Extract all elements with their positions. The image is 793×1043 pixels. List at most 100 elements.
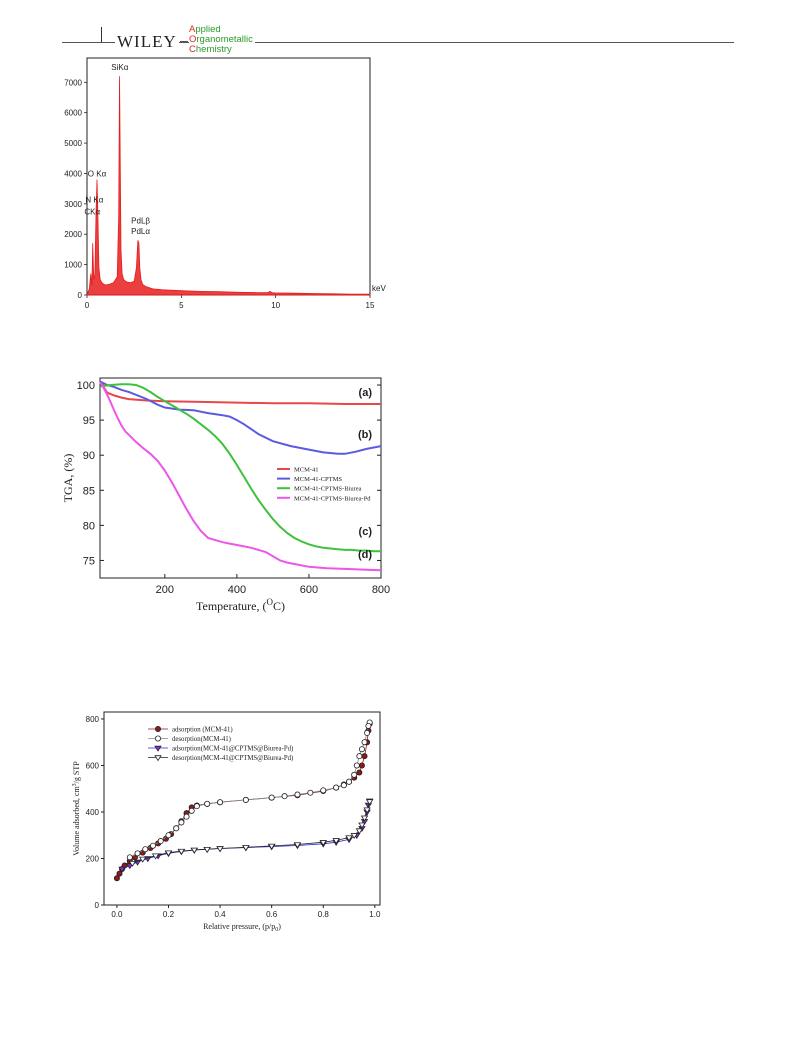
- y-tick-label: 4000: [64, 169, 82, 178]
- data-point: [293, 842, 302, 849]
- x-tick-label: 0.2: [163, 910, 175, 919]
- x-tick-label: 800: [372, 584, 390, 596]
- data-point: [281, 793, 288, 800]
- data-point: [178, 819, 185, 826]
- x-tick-label: 5: [179, 301, 184, 310]
- y-tick-label: 100: [77, 380, 95, 392]
- plot-frame: [99, 377, 382, 579]
- data-point: [177, 848, 186, 855]
- legend-marker: [154, 726, 161, 733]
- data-point: [361, 739, 368, 746]
- data-point: [183, 813, 190, 820]
- y-tick-label: 400: [86, 808, 100, 817]
- x-axis-title: Relative pressure, (p/p0): [203, 922, 281, 933]
- curve-label: (b): [358, 429, 372, 441]
- data-point: [134, 850, 141, 857]
- y-tick-label: 0: [95, 901, 100, 910]
- data-point: [150, 842, 157, 849]
- header-tick: [101, 27, 102, 42]
- y-tick-label: 200: [86, 854, 100, 863]
- data-point: [358, 762, 365, 769]
- data-point: [188, 807, 195, 814]
- publisher-logo: WILEY: [115, 32, 179, 51]
- data-point: [128, 860, 137, 867]
- data-point: [356, 753, 363, 760]
- plot-frame: [103, 711, 381, 906]
- data-point: [333, 784, 340, 791]
- spectrum-trace: [86, 76, 371, 296]
- data-point: [319, 840, 327, 846]
- x-tick-label: 600: [300, 584, 318, 596]
- data-point: [365, 799, 374, 806]
- peak-label: PdLα: [131, 227, 150, 236]
- data-point: [340, 782, 347, 789]
- header-rule: [62, 42, 734, 43]
- y-tick-label: 3000: [64, 200, 82, 209]
- data-point: [365, 722, 372, 729]
- data-point: [126, 854, 133, 861]
- data-point: [164, 850, 173, 857]
- y-tick-label: 90: [83, 450, 95, 462]
- x-tick-label: 0.8: [318, 910, 330, 919]
- peak-label: O Kα: [88, 170, 107, 179]
- journal-line-3: Chemistry: [189, 43, 232, 55]
- data-point: [193, 803, 200, 810]
- data-point: [116, 870, 123, 877]
- journal-line-2: Organometallic: [189, 33, 253, 45]
- journal-line-1: Applied: [189, 24, 221, 35]
- x-tick-label: 15: [366, 301, 375, 310]
- legend-entry: desorption(MCM-41@CPTMS@Biurea-Pd): [172, 755, 293, 762]
- x-unit-label: keV: [372, 284, 386, 293]
- curve-label: (d): [358, 549, 372, 561]
- data-point: [242, 796, 249, 803]
- data-point: [190, 847, 199, 854]
- data-point: [346, 778, 353, 785]
- data-point: [351, 771, 358, 778]
- data-point: [217, 799, 224, 806]
- data-point: [204, 800, 211, 807]
- x-axis-title: Temperature, (OC): [196, 597, 285, 613]
- series-line-2: [99, 383, 381, 553]
- y-tick-label: 800: [86, 715, 100, 724]
- x-tick-label: 400: [228, 584, 246, 596]
- data-point: [216, 846, 224, 853]
- series-line-2: [121, 800, 371, 870]
- legend-entry: MCM-41-CPTMS-Biurea-Pd: [294, 495, 371, 502]
- data-point: [268, 794, 275, 801]
- y-tick-label: 80: [83, 520, 95, 532]
- legend-marker: [154, 745, 162, 752]
- data-point: [360, 815, 369, 822]
- y-tick-label: 5000: [64, 139, 82, 148]
- x-tick-label: 0.6: [266, 910, 278, 919]
- data-point: [157, 838, 164, 845]
- y-tick-label: 600: [86, 761, 100, 770]
- peak-label: CKα: [84, 207, 100, 216]
- y-tick-label: 7000: [64, 78, 82, 87]
- x-tick-label: 0.4: [215, 910, 227, 919]
- data-point: [203, 846, 211, 853]
- logo-dash: [180, 41, 188, 42]
- y-tick-label: 85: [83, 485, 95, 497]
- y-tick-label: 2000: [64, 230, 82, 239]
- y-axis-title: Volume adsorbed, cm3/g STP: [72, 761, 81, 856]
- data-point: [142, 846, 149, 853]
- x-tick-label: 0: [85, 301, 90, 310]
- y-axis-title: TGA, (%): [61, 454, 75, 503]
- data-point: [113, 875, 120, 882]
- data-point: [294, 791, 301, 798]
- data-point: [345, 835, 353, 842]
- peak-label: SiKα: [111, 63, 128, 72]
- curve-label: (c): [359, 526, 373, 538]
- y-tick-label: 95: [83, 415, 95, 427]
- legend-marker: [154, 755, 162, 762]
- data-point: [307, 789, 314, 796]
- data-point: [320, 787, 327, 794]
- y-tick-label: 1000: [64, 261, 82, 270]
- data-point: [151, 853, 160, 860]
- peak-label: PdLβ: [131, 217, 150, 226]
- page-header: WILEY Applied Organometallic Chemistry: [0, 0, 793, 60]
- data-point: [173, 825, 180, 832]
- data-point: [358, 746, 365, 753]
